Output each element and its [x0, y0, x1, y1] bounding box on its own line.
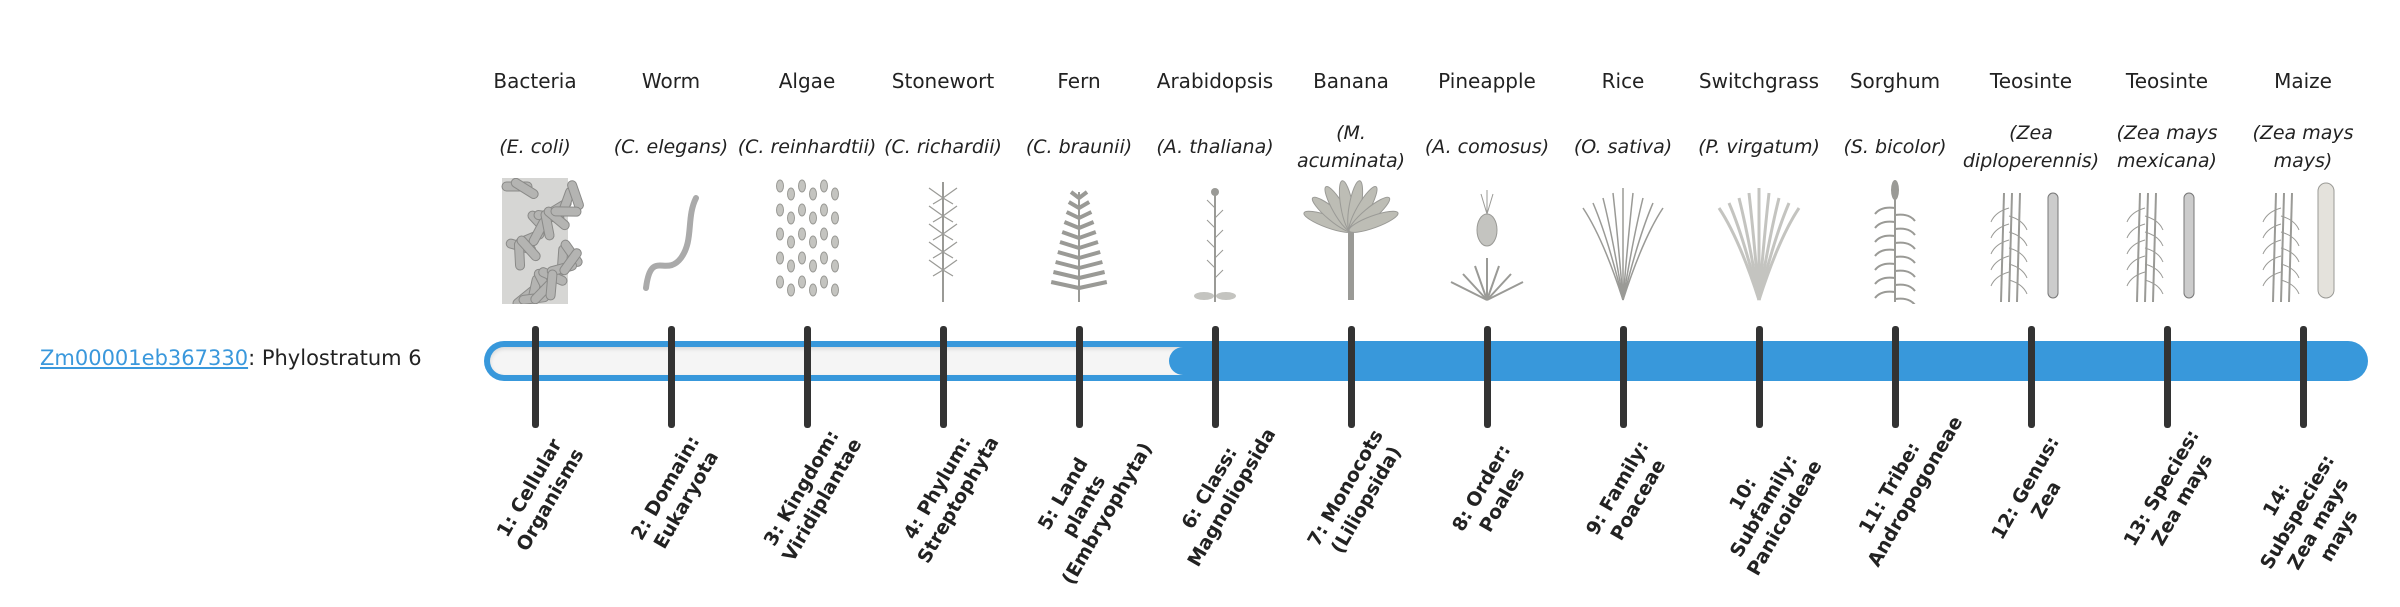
worm-illustration-icon	[616, 178, 726, 304]
taxonomic-rank-label: 8: Order: Poales	[1447, 440, 1530, 537]
bar-empty-portion	[490, 347, 1197, 375]
stratum-tick-10	[1756, 326, 1763, 428]
stratum-tick-3	[804, 326, 811, 428]
scientific-name-text: (Zea mays mays)	[2252, 122, 2354, 172]
stratum-tick-5	[1076, 326, 1083, 428]
phylostratum-bar	[484, 341, 2368, 381]
teosinte-illustration-icon	[2112, 178, 2222, 304]
stratum-tick-14	[2300, 326, 2307, 428]
organism-common-name: Stonewort	[891, 69, 995, 93]
taxonomic-rank-label: 11: Tribe: Andropogoneae	[1854, 412, 1968, 571]
organism-scientific-name: (C. elegans)	[601, 112, 741, 182]
organism-scientific-name: (E. coli)	[465, 112, 605, 182]
scientific-name-text: (S. bicolor)	[1843, 136, 1947, 158]
organism-common-name: Switchgrass	[1698, 69, 1820, 93]
fern-illustration-icon	[1024, 178, 1134, 304]
taxonomic-rank-label: 4: Phylum: Streptophyta	[899, 432, 1004, 568]
organism-scientific-name: (Zea mays mays)	[2233, 112, 2373, 182]
organism-common-name: Pineapple	[1438, 69, 1536, 93]
organism-scientific-name: (O. sativa)	[1553, 112, 1693, 182]
gene-label: Zm00001eb367330: Phylostratum 6	[40, 346, 422, 370]
stratum-tick-8	[1484, 326, 1491, 428]
organism-common-name: Arabidopsis	[1156, 69, 1274, 93]
scientific-name-text: (Zea diploperennis)	[1962, 122, 2100, 172]
sorghum-illustration-icon	[1840, 178, 1950, 306]
stratum-tick-9	[1620, 326, 1627, 428]
scientific-name-text: (M. acuminata)	[1296, 122, 1406, 172]
scientific-name-text: (C. elegans)	[613, 136, 729, 158]
organism-scientific-name: (C. richardii)	[873, 112, 1013, 182]
scientific-name-text: (Zea mays mexicana)	[2116, 122, 2218, 172]
organism-common-name: Teosinte	[2125, 69, 2209, 93]
organism-common-name: Rice	[1601, 69, 1645, 93]
banana-illustration-icon	[1296, 178, 1406, 304]
organism-common-name: Maize	[2274, 69, 2332, 93]
organism-scientific-name: (Zea mays mexicana)	[2097, 112, 2237, 182]
organism-scientific-name: (P. virgatum)	[1689, 112, 1829, 182]
stratum-tick-2	[668, 326, 675, 428]
gene-id-link[interactable]: Zm00001eb367330	[40, 346, 249, 370]
algae-illustration-icon	[752, 178, 862, 304]
organism-common-name: Sorghum	[1849, 69, 1941, 93]
bacteria-illustration-icon	[480, 177, 590, 309]
taxonomic-rank-label: 1: Cellular Organisms	[492, 435, 589, 556]
organism-common-name: Banana	[1313, 69, 1389, 93]
stratum-tick-7	[1348, 326, 1355, 428]
teosinte-illustration-icon	[1976, 178, 2086, 304]
organism-common-name: Algae	[778, 69, 836, 93]
scientific-name-text: (C. richardii)	[884, 136, 1002, 158]
organism-scientific-name: (M. acuminata)	[1281, 112, 1421, 182]
rice-illustration-icon	[1568, 178, 1678, 304]
scientific-name-text: (A. thaliana)	[1156, 136, 1274, 158]
scientific-name-text: (O. sativa)	[1573, 136, 1673, 158]
scientific-name-text: (P. virgatum)	[1698, 136, 1820, 158]
stratum-tick-4	[940, 326, 947, 428]
organism-scientific-name: (A. comosus)	[1417, 112, 1557, 182]
organism-scientific-name: (C. braunii)	[1009, 112, 1149, 182]
pineapple-illustration-icon	[1432, 178, 1542, 304]
taxonomic-rank-label: 12: Genus: Zea	[1987, 432, 2066, 544]
scientific-name-text: (C. braunii)	[1025, 136, 1133, 158]
taxonomic-rank-label: 5: Land plants (Embryophyta)	[1033, 438, 1157, 589]
taxonomic-rank-label: 9: Family: Poaceae	[1581, 437, 1671, 545]
scientific-name-text: (E. coli)	[499, 136, 571, 158]
phylostratum-label: Phylostratum 6	[261, 346, 422, 370]
organism-scientific-name: (A. thaliana)	[1145, 112, 1285, 182]
taxonomic-rank-label: 3: Kingdom: Viridiplantae	[759, 426, 867, 566]
organism-common-name: Fern	[1057, 69, 1101, 93]
stratum-tick-6	[1212, 326, 1219, 428]
taxonomic-rank-label: 2: Domain: Eukaryota	[626, 432, 724, 553]
stratum-tick-12	[2028, 326, 2035, 428]
organism-scientific-name: (Zea diploperennis)	[1961, 112, 2101, 182]
organism-scientific-name: (S. bicolor)	[1825, 112, 1965, 182]
taxonomic-rank-label: 13: Species: Zea mays	[2119, 426, 2218, 550]
stonewort-illustration-icon	[888, 178, 998, 304]
organism-common-name: Worm	[641, 69, 701, 93]
gene-separator: :	[248, 346, 262, 370]
stratum-tick-13	[2164, 326, 2171, 428]
maize-illustration-icon	[2248, 178, 2358, 304]
organism-common-name: Teosinte	[1989, 69, 2073, 93]
taxonomic-rank-label: 7: Monocots (Liliopsida)	[1303, 425, 1406, 558]
taxonomic-rank-label: 6: Class: Magnoliopsida	[1177, 424, 1281, 571]
taxonomic-rank-label: 14: Subspecies: Zea mays mays	[2256, 450, 2363, 574]
switchgrass-illustration-icon	[1704, 178, 1814, 304]
organism-common-name: Bacteria	[493, 69, 577, 93]
scientific-name-text: (A. comosus)	[1424, 136, 1550, 158]
taxonomic-rank-label: 10: Subfamily: Panicoideae	[1725, 450, 1827, 580]
stratum-tick-11	[1892, 326, 1899, 428]
organism-scientific-name: (C. reinhardtii)	[737, 112, 877, 182]
arabidopsis-illustration-icon	[1160, 178, 1270, 304]
stratum-tick-1	[532, 326, 539, 428]
scientific-name-text: (C. reinhardtii)	[737, 136, 877, 158]
